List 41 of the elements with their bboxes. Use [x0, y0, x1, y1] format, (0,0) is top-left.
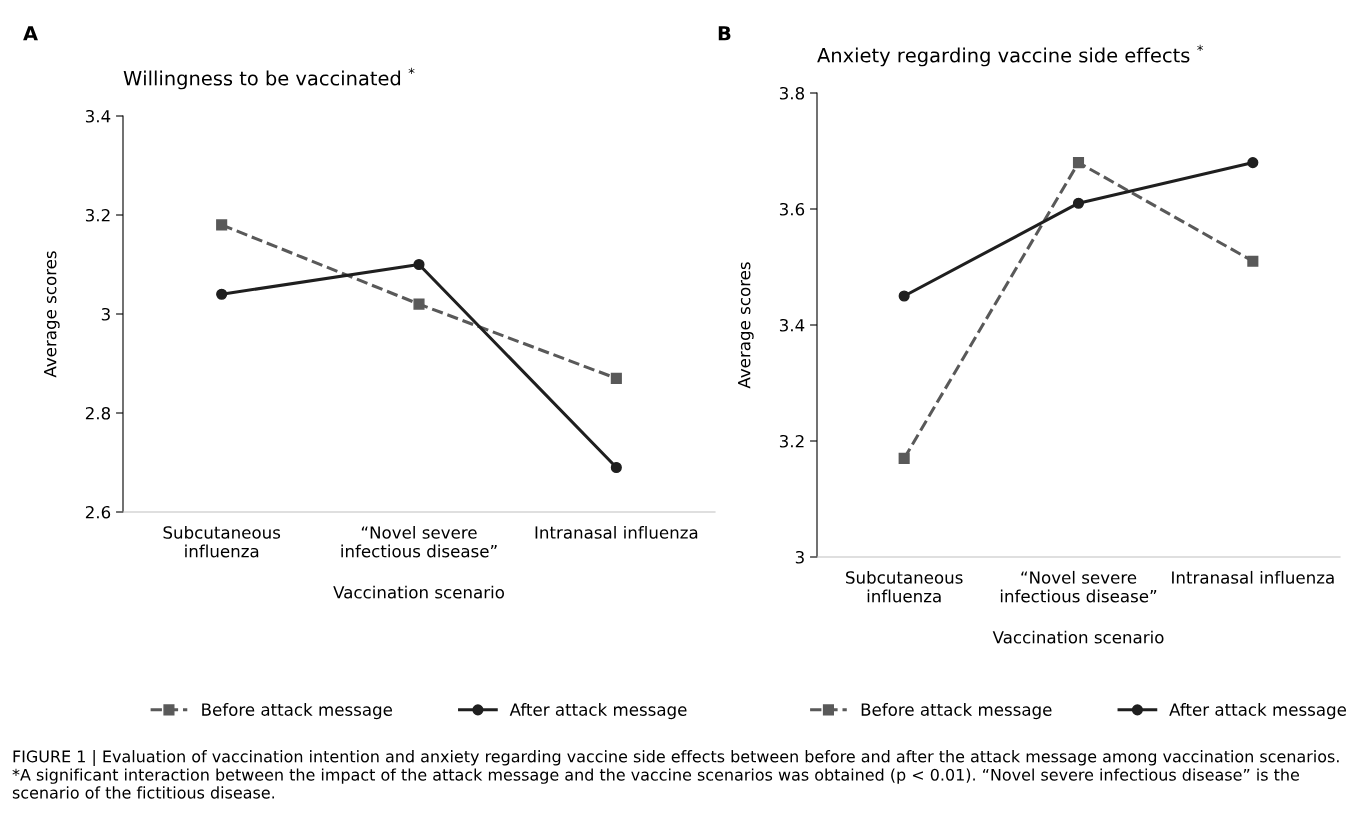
point — [216, 288, 228, 300]
point — [1072, 157, 1085, 169]
y-tick-label: 3 — [101, 307, 110, 321]
legend-label: Before attack message — [202, 703, 393, 720]
chart-title: Willingness to be vaccinated $^{*}$ — [123, 67, 415, 90]
point — [1247, 157, 1259, 169]
x-tick-label: Intranasal influenza — [535, 525, 698, 539]
text: B — [718, 26, 731, 41]
point — [413, 258, 425, 271]
point — [413, 298, 425, 310]
x-axis-title: Vaccination scenario — [992, 630, 1164, 644]
point — [610, 461, 622, 474]
legend-label: After attack message — [509, 703, 687, 720]
legend-label: Before attack message — [861, 703, 1052, 720]
x-tick-label: Subcutaneous influenza — [846, 570, 963, 603]
x-tick-label: “Novel severe infectious disease” — [341, 525, 497, 558]
chart-title: Anxiety regarding vaccine side effects $^{*}$ — [817, 44, 1204, 67]
point — [898, 290, 910, 302]
x-axis-title: Vaccination scenario — [333, 585, 505, 599]
point — [898, 452, 910, 464]
y-tick-label: 2.6 — [85, 505, 111, 519]
y-tick-label: 2.8 — [85, 406, 111, 420]
x-tick-label: Intranasal influenza — [1172, 570, 1334, 584]
point — [216, 219, 228, 231]
point — [1247, 255, 1259, 267]
text: A — [23, 26, 38, 41]
x-tick-label: “Novel severe infectious disease” — [1000, 570, 1157, 603]
y-axis-title: Average scores — [738, 262, 754, 389]
legend-label: After attack message — [1169, 703, 1347, 720]
x-tick-label: Subcutaneous influenza — [163, 525, 281, 558]
y-tick-label: 3.8 — [779, 86, 805, 100]
point — [610, 372, 622, 384]
y-tick-label: 3.6 — [779, 202, 805, 216]
y-tick-label: 3.2 — [779, 434, 804, 448]
y-tick-label: 3.4 — [779, 318, 805, 332]
y-tick-label: 3.2 — [85, 208, 110, 222]
point — [1072, 197, 1085, 209]
y-tick-label: 3.4 — [85, 109, 111, 123]
y-tick-label: 3 — [795, 550, 804, 564]
caption: FIGURE 1 | Evaluation of vaccination intention and anxiety regarding vaccine side effects between before and after the attack message among vaccination scenarios. *A significant interaction between the impact of the attack message and the vaccine scenarios was obtained (p < 0.01). “Novel severe infectious disease” is the scenario of the fictitious disease. — [12, 750, 1339, 799]
y-axis-title: Average scores — [44, 251, 60, 378]
